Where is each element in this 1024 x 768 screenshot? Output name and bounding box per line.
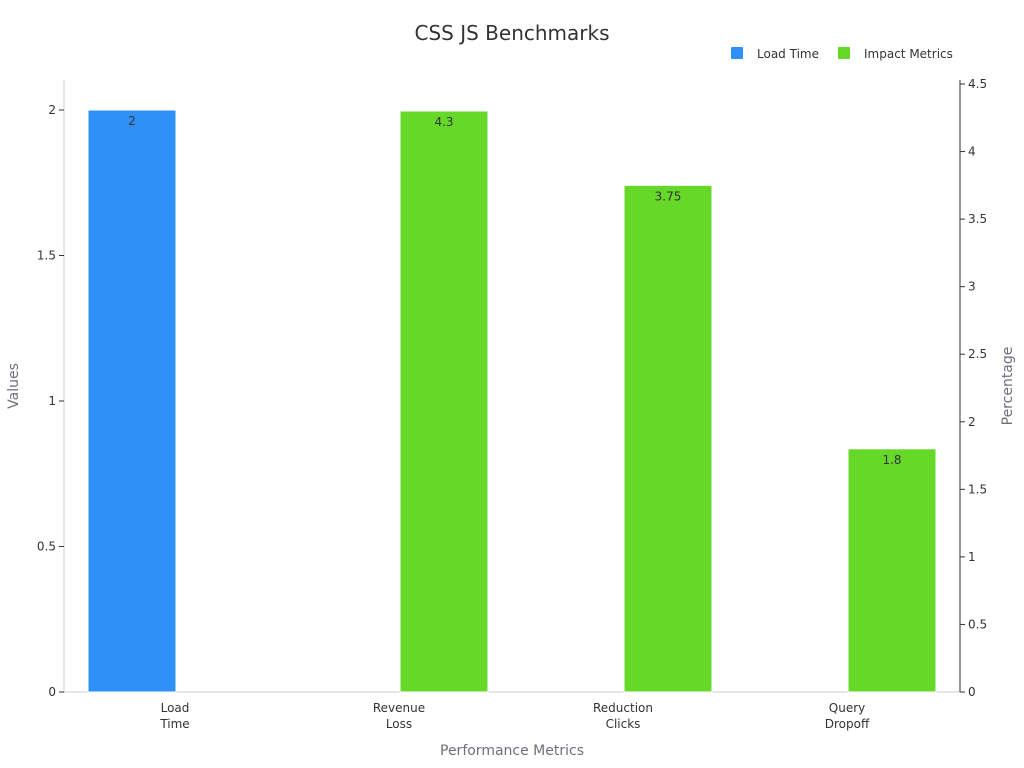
y-tick-label-right: 0 [968,685,976,699]
bar-value-label: 3.75 [655,189,682,203]
y-tick-label-left: 2 [48,103,56,117]
bar-value-label: 2 [128,114,136,128]
x-category-label: Reduction Clicks [593,701,653,731]
y-tick-label-right: 3 [968,280,976,294]
y-tick-label-right: 3.5 [968,212,987,226]
legend[interactable]: Load Time Impact Metrics [731,47,953,61]
x-category-label: Load Time [159,701,189,731]
y-tick-label-left: 0.5 [37,540,56,554]
x-category-label: Revenue Loss [373,701,425,731]
x-axis-title: Performance Metrics [440,743,584,759]
y-tick-label-right: 2 [968,415,976,429]
bar-impact-metrics[interactable] [847,448,937,693]
y-axis-title-left: Values [6,363,22,409]
bar-impact-metrics[interactable] [623,184,713,693]
chart-title: CSS JS Benchmarks [415,21,610,45]
bar-value-label: 4.3 [434,115,453,129]
y-tick-label-left: 1 [48,394,56,408]
y-tick-label-right: 0.5 [968,617,987,631]
legend-label-impact-metrics: Impact Metrics [864,47,953,61]
y-tick-label-right: 1 [968,550,976,564]
bar-value-label: 1.8 [882,453,901,467]
y-tick-label-right: 4 [968,145,976,159]
legend-label-load-time: Load Time [757,47,819,61]
y-tick-label-left: 0 [48,685,56,699]
y-ticks-right: 0 0.5 1 1.5 2 2.5 3 3.5 4 4.5 [960,77,987,699]
data-labels: 2 4.3 3.75 1.8 [128,114,901,467]
bar-impact-metrics[interactable] [399,110,489,693]
y-tick-label-right: 4.5 [968,77,987,91]
category-labels: Load Time Revenue Loss Reduction Clicks Query D… [159,701,870,731]
y-ticks-left: 0 0.5 1 1.5 2 [37,103,64,699]
y-tick-label-left: 1.5 [37,249,56,263]
x-category-label: Query Dropoff [825,701,870,731]
legend-swatch-impact-metrics [838,47,850,59]
bars [87,109,937,693]
y-tick-label-right: 2.5 [968,347,987,361]
bar-load-time[interactable] [87,109,177,693]
y-axis-title-right: Percentage [1000,347,1016,426]
legend-swatch-load-time [731,47,743,59]
y-tick-label-right: 1.5 [968,482,987,496]
